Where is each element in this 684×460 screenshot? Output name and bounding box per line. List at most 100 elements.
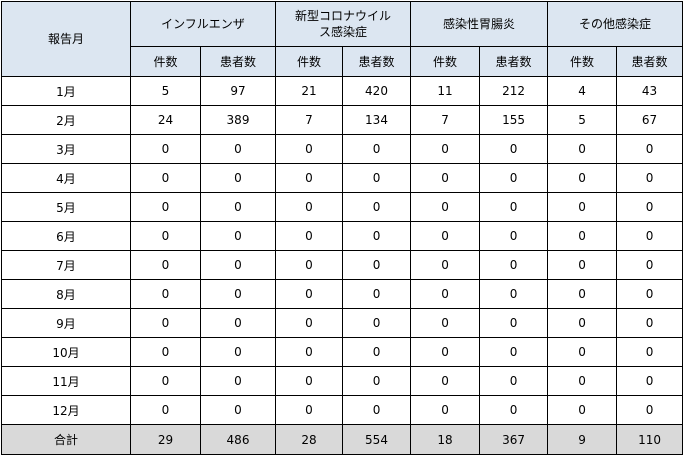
month-cell: 7月	[1, 250, 131, 280]
cases-cell: 0	[410, 337, 481, 367]
cases-cell: 0	[410, 221, 481, 251]
patients-cell: 0	[616, 192, 684, 222]
month-cell: 5月	[1, 192, 131, 222]
cases-cell: 0	[130, 192, 201, 222]
month-cell: 12月	[1, 395, 131, 425]
patients-cell: 0	[616, 366, 684, 396]
group-header-other: その他感染症	[547, 1, 684, 47]
patients-cell: 0	[200, 163, 276, 193]
patients-cell: 0	[341, 366, 412, 396]
table-row: 3月 0 0 0 0 0 0 0 0	[1, 134, 684, 164]
patients-cell: 389	[200, 105, 276, 135]
cases-cell: 0	[275, 366, 343, 396]
table-row: 5月 0 0 0 0 0 0 0 0	[1, 192, 684, 222]
header-row-groups: 報告月 インフルエンザ 新型コロナウイルス感染症 感染性胃腸炎 その他感染症	[1, 1, 684, 77]
cases-cell: 0	[275, 395, 343, 425]
cases-cell: 5	[130, 76, 201, 106]
cases-cell: 0	[547, 308, 618, 338]
cases-cell: 0	[410, 192, 481, 222]
cases-cell: 0	[130, 221, 201, 251]
cases-cell: 0	[275, 221, 343, 251]
cases-cell: 0	[547, 366, 618, 396]
cases-cell: 0	[410, 250, 481, 280]
table-row: 7月 0 0 0 0 0 0 0 0	[1, 250, 684, 280]
cases-cell: 0	[275, 250, 343, 280]
cases-cell: 7	[410, 105, 481, 135]
cases-cell: 0	[130, 134, 201, 164]
patients-cell: 0	[479, 337, 549, 367]
cases-cell: 21	[275, 76, 343, 106]
patients-cell: 0	[341, 163, 412, 193]
subheader-patients: 患者数	[479, 46, 549, 77]
patients-cell: 0	[200, 250, 276, 280]
patients-cell: 420	[341, 76, 412, 106]
patients-cell: 0	[479, 308, 549, 338]
cases-cell: 0	[130, 308, 201, 338]
table-row: 1月 5 97 21 420 11 212 4 43	[1, 76, 684, 106]
table-row: 4月 0 0 0 0 0 0 0 0	[1, 163, 684, 193]
group-header-gastroenteritis: 感染性胃腸炎	[410, 1, 549, 47]
patients-cell: 0	[341, 192, 412, 222]
patients-cell: 0	[616, 221, 684, 251]
patients-cell: 0	[200, 337, 276, 367]
patients-cell: 43	[616, 76, 684, 106]
patients-cell: 0	[341, 134, 412, 164]
patients-cell: 0	[341, 279, 412, 309]
patients-cell: 0	[479, 163, 549, 193]
month-cell: 1月	[1, 76, 131, 106]
month-cell: 9月	[1, 308, 131, 338]
patients-cell: 0	[341, 395, 412, 425]
cases-cell: 11	[410, 76, 481, 106]
subheader-cases: 件数	[410, 46, 481, 77]
cases-cell: 7	[275, 105, 343, 135]
month-cell: 4月	[1, 163, 131, 193]
patients-cell: 0	[200, 395, 276, 425]
total-cell: 18	[410, 424, 481, 455]
cases-cell: 0	[275, 337, 343, 367]
total-label: 合計	[1, 424, 131, 455]
patients-cell: 0	[341, 250, 412, 280]
total-cell: 554	[341, 424, 412, 455]
month-cell: 6月	[1, 221, 131, 251]
cases-cell: 0	[275, 279, 343, 309]
patients-cell: 0	[200, 221, 276, 251]
cases-cell: 0	[547, 395, 618, 425]
month-cell: 3月	[1, 134, 131, 164]
cases-cell: 0	[130, 279, 201, 309]
total-cell: 29	[130, 424, 201, 455]
patients-cell: 97	[200, 76, 276, 106]
patients-cell: 0	[200, 134, 276, 164]
cases-cell: 0	[547, 250, 618, 280]
patients-cell: 0	[200, 279, 276, 309]
cases-cell: 0	[410, 395, 481, 425]
patients-cell: 0	[616, 163, 684, 193]
cases-cell: 0	[547, 221, 618, 251]
table-row: 8月 0 0 0 0 0 0 0 0	[1, 279, 684, 309]
group-header-covid: 新型コロナウイルス感染症	[274, 1, 412, 47]
cases-cell: 4	[547, 76, 618, 106]
cases-cell: 0	[275, 192, 343, 222]
table-row: 9月 0 0 0 0 0 0 0 0	[1, 308, 684, 338]
table-row: 11月 0 0 0 0 0 0 0 0	[1, 366, 684, 396]
subheader-cases: 件数	[130, 46, 201, 77]
cases-cell: 0	[547, 279, 618, 309]
cases-cell: 0	[130, 395, 201, 425]
patients-cell: 0	[200, 192, 276, 222]
month-cell: 11月	[1, 366, 131, 396]
month-cell: 2月	[1, 105, 131, 135]
subheader-patients: 患者数	[200, 46, 276, 77]
cases-cell: 0	[410, 308, 481, 338]
cases-cell: 0	[547, 134, 618, 164]
header-row-subheaders: 件数 患者数 件数 患者数 件数 患者数 件数 患者数	[2, 46, 684, 77]
cases-cell: 0	[547, 163, 618, 193]
total-cell: 9	[547, 424, 618, 455]
patients-cell: 67	[616, 105, 684, 135]
cases-cell: 0	[410, 279, 481, 309]
table-row: 6月 0 0 0 0 0 0 0 0	[1, 221, 684, 251]
patients-cell: 0	[616, 134, 684, 164]
table-row: 2月 24 389 7 134 7 155 5 67	[1, 105, 684, 135]
patients-cell: 0	[479, 366, 549, 396]
table-row: 12月 0 0 0 0 0 0 0 0	[1, 395, 684, 425]
patients-cell: 0	[341, 221, 412, 251]
